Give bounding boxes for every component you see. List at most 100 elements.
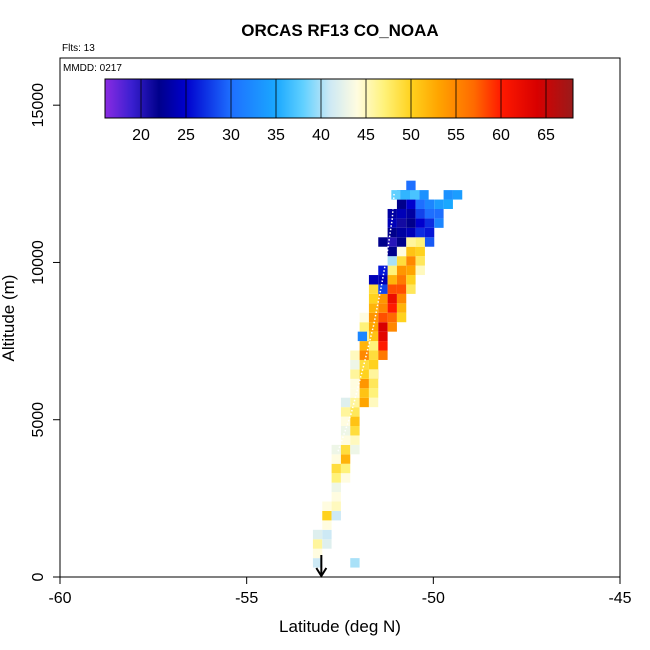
heatmap-cell — [387, 284, 397, 294]
heatmap-cell — [434, 208, 444, 219]
x-axis-label: Latitude (deg N) — [279, 617, 401, 636]
heatmap-cell — [415, 246, 425, 257]
heatmap-cell — [378, 275, 388, 285]
heatmap-cell — [368, 322, 379, 332]
heatmap-cell — [387, 303, 397, 313]
heatmap-cell — [340, 454, 351, 464]
heatmap-cell — [368, 284, 379, 294]
heatmap-cell — [406, 208, 416, 219]
heatmap-cell — [359, 341, 369, 351]
heatmap-cell — [378, 350, 388, 360]
heatmap-cell — [350, 378, 360, 389]
heatmap-cell — [406, 265, 416, 276]
heatmap-cell — [357, 331, 368, 342]
heatmap-cell — [331, 463, 341, 474]
heatmap-cell — [415, 208, 425, 219]
heatmap-cell — [331, 492, 341, 502]
heatmap-cell — [331, 454, 341, 464]
heatmap-cell — [396, 199, 407, 209]
heatmap-cell — [415, 199, 425, 209]
heatmap-cell — [415, 218, 425, 228]
x-tick-label: -50 — [422, 590, 445, 607]
heatmap-cell — [368, 341, 379, 351]
heatmap-cell — [378, 265, 388, 276]
arrow-head — [315, 567, 328, 578]
heatmap-cell — [312, 539, 323, 549]
heatmap-cell — [387, 208, 397, 219]
heatmap-cell — [434, 199, 444, 209]
arrow-marker — [315, 555, 328, 578]
heatmap-cell — [312, 548, 323, 559]
heatmap-cell — [340, 444, 351, 455]
colorbar-tick-label: 50 — [402, 127, 420, 144]
heatmap-cell — [406, 246, 416, 257]
heatmap-cell — [387, 237, 397, 247]
heatmap-cell — [368, 388, 379, 398]
chart-title: ORCAS RF13 CO_NOAA — [241, 21, 438, 40]
heatmap-cell — [350, 444, 360, 455]
heatmap-cell — [387, 275, 397, 285]
heatmap-cell — [378, 341, 388, 351]
heatmap-cell — [387, 246, 397, 257]
colorbar-tick-label: 65 — [537, 127, 555, 144]
heatmap-cell — [378, 237, 388, 247]
heatmap-cell — [368, 359, 379, 370]
heatmap-cell — [415, 227, 425, 238]
heatmap-cell — [359, 378, 369, 389]
heatmap-cell — [368, 293, 379, 304]
y-tick-label: 0 — [30, 572, 47, 581]
flights-label: Flts: 13 — [62, 43, 95, 54]
heatmap-cell — [396, 218, 407, 228]
colorbar-tick-label: 30 — [222, 127, 240, 144]
heatmap-cell — [359, 359, 369, 370]
heatmap-cell — [350, 426, 360, 436]
heatmap-cell — [350, 558, 360, 568]
heatmap-cell — [359, 312, 369, 323]
heatmap-cell — [340, 416, 351, 427]
colorbar-tick-label: 55 — [447, 127, 465, 144]
heatmap-cell — [340, 407, 351, 417]
heatmap-cell — [359, 322, 369, 332]
heatmap-cell — [443, 199, 453, 209]
heatmap-cell — [387, 293, 397, 304]
x-tick-label: -45 — [608, 590, 631, 607]
heatmap-cell — [396, 275, 407, 285]
heatmap-cell — [396, 265, 407, 276]
heatmap-cell — [340, 435, 351, 445]
colorbar-tick-label: 20 — [132, 127, 150, 144]
heatmap-cell — [387, 265, 397, 276]
heatmap-cell — [368, 378, 379, 389]
heatmap-cell — [415, 237, 425, 247]
heatmap-cell — [443, 190, 453, 200]
heatmap-cell — [452, 190, 463, 200]
heatmap-cell — [424, 237, 435, 247]
heatmap-cell — [340, 397, 351, 408]
heatmap-cell — [350, 407, 360, 417]
heatmap-cell — [331, 444, 341, 455]
heatmap-cell — [368, 397, 379, 408]
heatmap-cell — [322, 510, 332, 521]
heatmap-cell — [396, 293, 407, 304]
colorbar-bar — [104, 78, 574, 119]
heatmap-cell — [378, 293, 388, 304]
heatmap-cell — [350, 388, 360, 398]
heatmap-cell — [340, 473, 351, 483]
heatmap-cell — [424, 208, 435, 219]
y-tick-label: 15000 — [30, 83, 47, 128]
heatmap-cell — [322, 539, 332, 549]
heatmap-cell — [368, 369, 379, 379]
heatmap-cell — [406, 256, 416, 266]
heatmap-cell — [359, 350, 369, 360]
heatmap-cell — [350, 416, 360, 427]
heatmap-cell — [359, 369, 369, 379]
heatmap-cell — [368, 303, 379, 313]
heatmap-cell — [424, 227, 435, 238]
y-tick-label: 10000 — [30, 240, 47, 285]
date-label: MMDD: 0217 — [63, 63, 122, 74]
heatmap-cell — [410, 190, 420, 200]
heatmap-cell — [350, 397, 360, 408]
colorbar-tick-label: 60 — [492, 127, 510, 144]
heatmap-cells — [312, 180, 463, 568]
heatmap-cell — [396, 227, 407, 238]
